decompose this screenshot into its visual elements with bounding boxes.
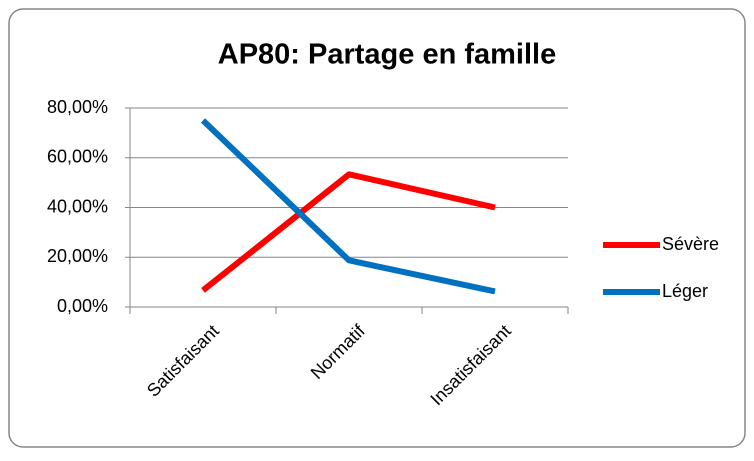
chart-title: AP80: Partage en famille	[218, 39, 556, 71]
y-tick-label: 80,00%	[47, 97, 108, 117]
chart-border	[8, 8, 746, 448]
y-tick-label: 20,00%	[47, 246, 108, 266]
y-tick-label: 40,00%	[47, 196, 108, 216]
y-tick-label: 60,00%	[47, 147, 108, 167]
series-line	[201, 171, 496, 293]
y-tick-label: 0,00%	[57, 296, 108, 316]
legend-label: Léger	[662, 281, 708, 301]
series-line	[200, 118, 496, 295]
legend-label: Sévère	[662, 234, 719, 254]
